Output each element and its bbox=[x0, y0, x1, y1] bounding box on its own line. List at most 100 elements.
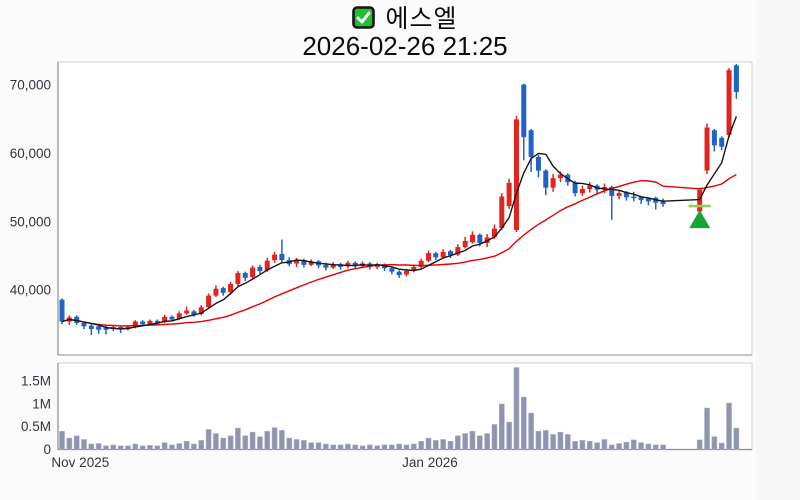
candle bbox=[257, 264, 263, 274]
volume-bar bbox=[242, 435, 249, 450]
volume-bar bbox=[630, 439, 637, 450]
candle-body bbox=[162, 316, 168, 323]
candle bbox=[184, 306, 190, 315]
candle bbox=[242, 271, 248, 282]
candle-body bbox=[81, 322, 87, 327]
volume-bar bbox=[498, 403, 505, 450]
candle-body bbox=[704, 127, 710, 171]
candle bbox=[59, 298, 65, 325]
candle-body bbox=[242, 273, 248, 278]
volume-bar bbox=[103, 445, 109, 450]
candle-body bbox=[469, 234, 475, 243]
volume-bar bbox=[345, 443, 351, 450]
candle-body bbox=[389, 268, 395, 272]
price-tick-label: 70,000 bbox=[10, 78, 51, 93]
candle-body bbox=[697, 189, 703, 212]
candle-body bbox=[623, 192, 629, 198]
plot-frames bbox=[57, 61, 753, 451]
candle-body bbox=[206, 295, 212, 308]
volume-bar bbox=[601, 439, 608, 450]
buy-signal-marker bbox=[688, 204, 711, 229]
candle-body bbox=[491, 228, 497, 237]
volume-bar bbox=[535, 430, 542, 450]
candle bbox=[250, 265, 256, 279]
candle-body bbox=[147, 320, 153, 325]
volume-bar bbox=[249, 431, 256, 450]
candle bbox=[81, 321, 87, 330]
candle-body bbox=[250, 267, 256, 278]
candle bbox=[440, 249, 446, 259]
candle-body bbox=[294, 260, 300, 264]
volume-bar bbox=[191, 443, 197, 450]
volume-bar bbox=[154, 445, 161, 450]
candle bbox=[711, 128, 717, 152]
volume-bar bbox=[367, 444, 373, 450]
volume-bar bbox=[271, 427, 278, 450]
candle bbox=[279, 239, 285, 263]
volume-bar bbox=[359, 445, 366, 450]
candle-body bbox=[726, 70, 732, 136]
candle-body bbox=[521, 84, 527, 138]
volume-bar bbox=[147, 445, 153, 450]
volume-bar bbox=[469, 430, 476, 450]
candle-body bbox=[279, 253, 285, 261]
volume-bar bbox=[125, 445, 131, 450]
volume-bars-layer bbox=[59, 367, 740, 450]
candle-body bbox=[103, 327, 109, 330]
volume-bar bbox=[550, 434, 556, 450]
volume-bar bbox=[711, 436, 718, 450]
volume-bar bbox=[264, 430, 271, 450]
candle bbox=[616, 190, 622, 200]
candle bbox=[447, 249, 453, 259]
candle-body bbox=[59, 299, 65, 322]
candle-body bbox=[513, 119, 519, 231]
volume-bar bbox=[447, 441, 454, 450]
candle bbox=[704, 123, 710, 175]
candle bbox=[396, 270, 402, 278]
candle bbox=[521, 83, 527, 161]
volume-bar bbox=[257, 436, 263, 450]
candle-body bbox=[264, 260, 270, 271]
volume-bar bbox=[418, 441, 424, 450]
candle bbox=[88, 324, 94, 336]
volume-bar bbox=[564, 434, 571, 450]
candle-body bbox=[118, 326, 124, 330]
volume-bar bbox=[381, 444, 388, 450]
candle bbox=[213, 285, 219, 297]
volume-bar bbox=[403, 444, 410, 450]
candle bbox=[103, 324, 109, 335]
candle-body bbox=[404, 270, 410, 275]
price-tick-label: 60,000 bbox=[10, 146, 51, 161]
candle bbox=[631, 191, 637, 202]
volume-bar bbox=[645, 443, 652, 450]
candle bbox=[228, 281, 234, 294]
volume-bar bbox=[557, 431, 564, 450]
volume-bar bbox=[337, 444, 344, 450]
volume-bar bbox=[95, 443, 102, 450]
volume-bar bbox=[59, 430, 65, 450]
candle bbox=[543, 169, 549, 196]
candle-body bbox=[638, 197, 644, 200]
volume-bar bbox=[169, 444, 175, 450]
candle bbox=[733, 64, 739, 99]
candle-body bbox=[345, 262, 351, 267]
candle-body bbox=[579, 189, 585, 194]
volume-bar bbox=[528, 412, 534, 450]
candle-body bbox=[455, 247, 461, 255]
candle bbox=[535, 154, 541, 178]
candle-body bbox=[426, 253, 431, 261]
volume-bar bbox=[704, 407, 710, 450]
candle-body bbox=[440, 251, 446, 258]
candle-body bbox=[535, 156, 541, 171]
volume-bar bbox=[616, 443, 622, 450]
volume-bar bbox=[440, 439, 446, 450]
checked-checkbox-icon bbox=[352, 5, 376, 29]
candle bbox=[433, 251, 439, 261]
volume-bar bbox=[696, 439, 703, 450]
candle bbox=[96, 324, 102, 334]
candle bbox=[206, 293, 212, 309]
volume-bar bbox=[139, 445, 146, 450]
candle bbox=[426, 250, 431, 263]
volume-bar bbox=[513, 367, 520, 450]
